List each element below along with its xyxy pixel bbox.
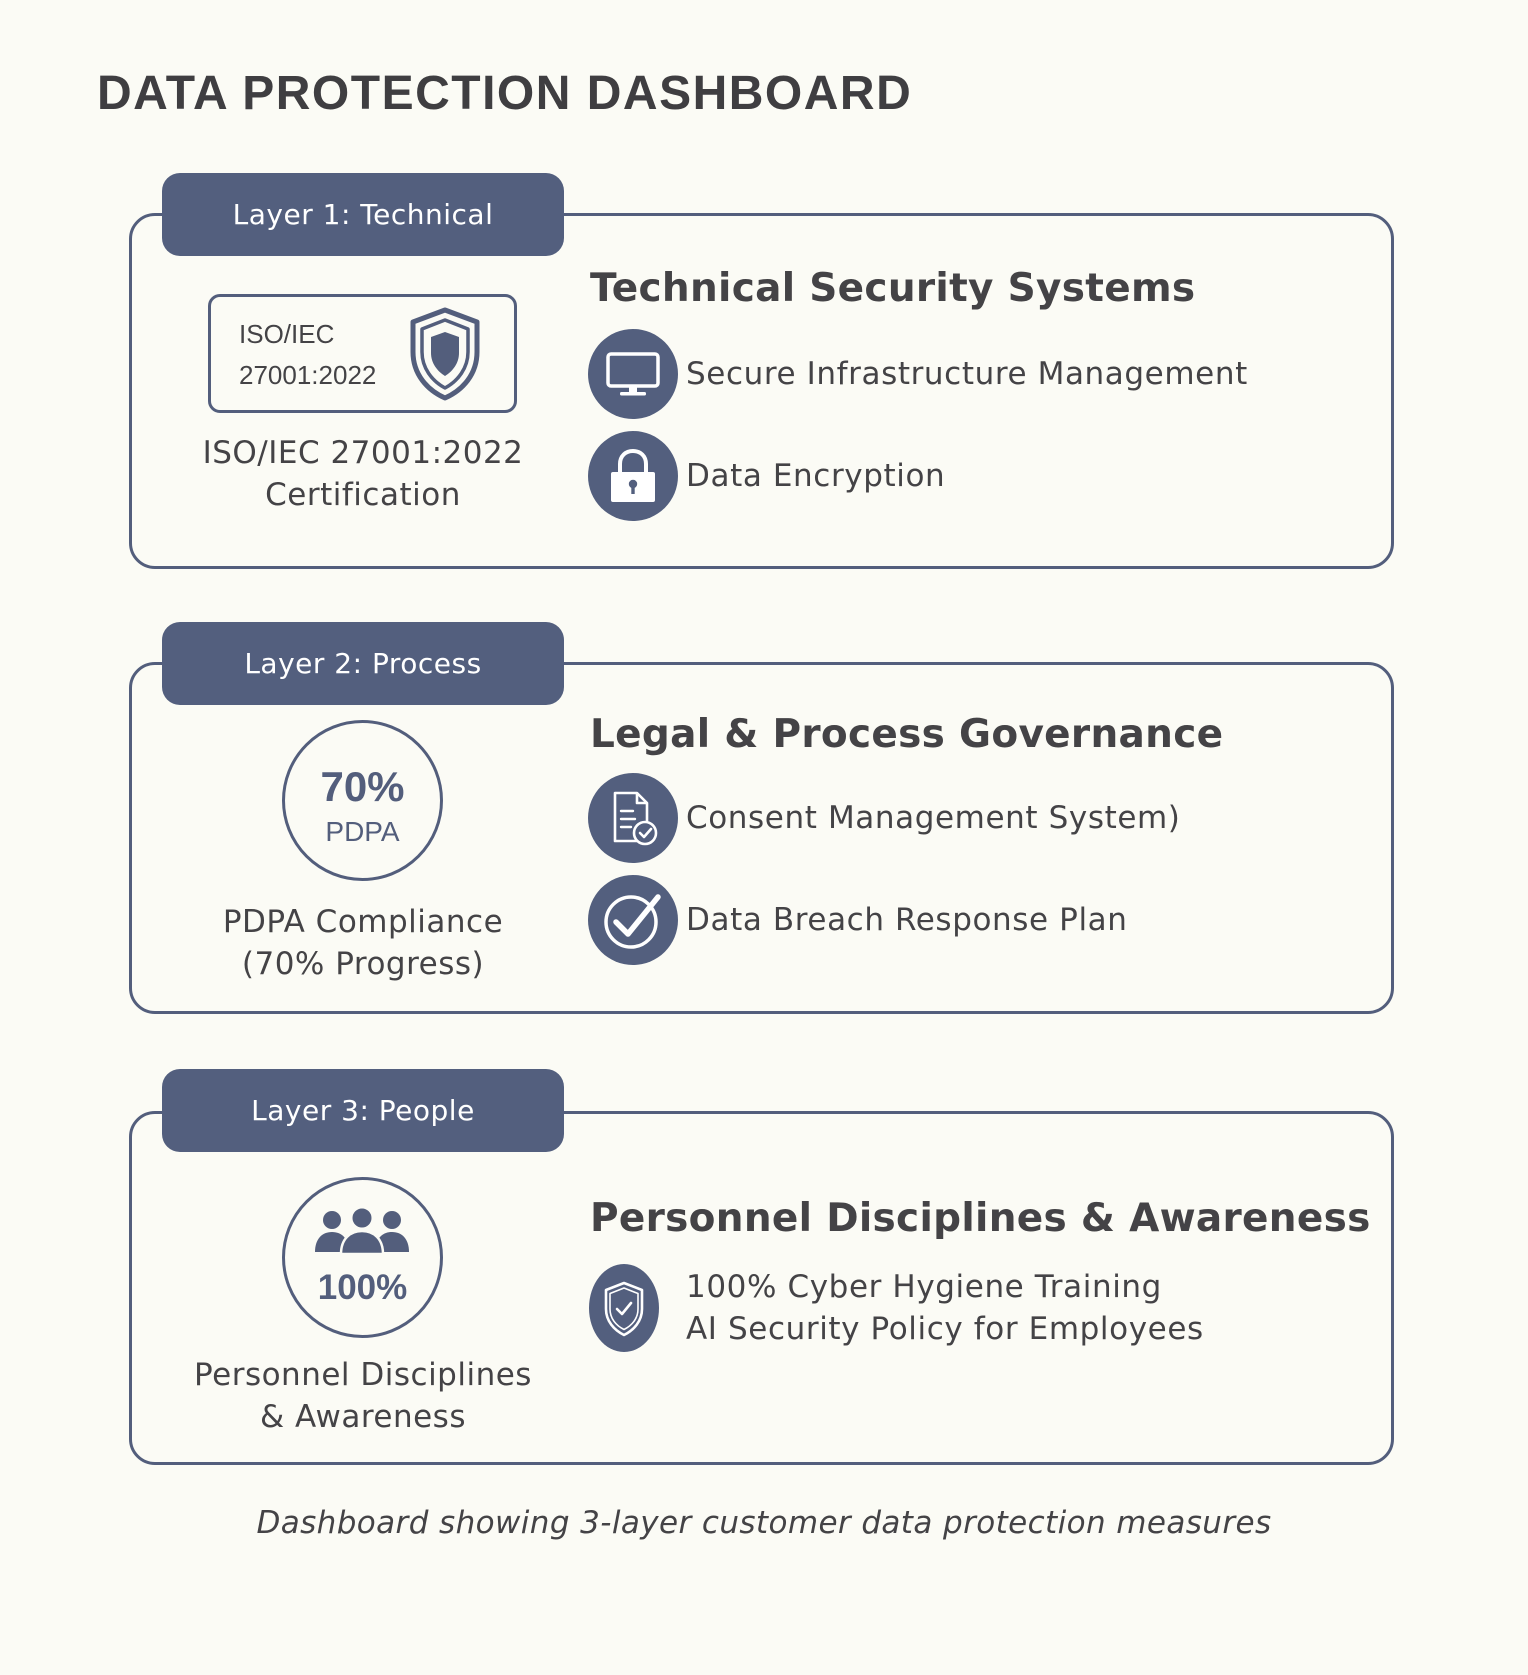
iso-caption-line1: ISO/IEC 27001:2022 xyxy=(202,435,524,471)
shield-check-icon xyxy=(589,1264,659,1352)
iso-certification-caption: ISO/IEC 27001:2022 Certification xyxy=(163,432,563,516)
section-heading-technical: Technical Security Systems xyxy=(590,266,1196,311)
training-policy-text: 100% Cyber Hygiene Training AI Security … xyxy=(686,1266,1204,1350)
lock-icon xyxy=(611,448,655,502)
feature-training-policy: 100% Cyber Hygiene Training AI Security … xyxy=(588,1263,1204,1353)
people-group-icon xyxy=(315,1208,409,1256)
pdpa-progress-label: PDPA xyxy=(325,816,400,847)
feature-icon-circle xyxy=(588,773,678,863)
iso-badge-line2: 27001:2022 xyxy=(239,360,377,390)
pdpa-caption-line1: PDPA Compliance xyxy=(222,904,504,940)
feature-label: Secure Infrastructure Management xyxy=(686,356,1248,392)
feature-label: Data Encryption xyxy=(686,458,946,494)
people-caption-line2: & Awareness xyxy=(260,1399,466,1435)
checkmark-circle-icon xyxy=(604,894,661,949)
layer-1-card xyxy=(129,213,1394,569)
layer-3-tab: Layer 3: People xyxy=(162,1069,564,1152)
monitor-icon xyxy=(606,352,660,396)
document-check-icon xyxy=(613,791,658,846)
feature-data-encryption: Data Encryption xyxy=(588,431,945,521)
feature-icon-circle xyxy=(588,875,678,965)
feature-icon-circle xyxy=(588,431,678,521)
people-caption-line1: Personnel Disciplines xyxy=(194,1357,532,1393)
iso-badge-line1: ISO/IEC xyxy=(239,319,335,349)
feature-secure-infrastructure: Secure Infrastructure Management xyxy=(588,329,1248,419)
section-heading-personnel: Personnel Disciplines & Awareness xyxy=(590,1196,1371,1241)
feature-label: Data Breach Response Plan xyxy=(686,902,1128,938)
layer-3-card xyxy=(129,1111,1394,1465)
feature-breach-response: Data Breach Response Plan xyxy=(588,875,1128,965)
figure-caption: Dashboard showing 3-layer customer data … xyxy=(256,1505,1272,1541)
pdpa-caption-line2: (70% Progress) xyxy=(241,946,485,982)
people-progress-value: 100% xyxy=(317,1268,408,1307)
feature-label: Consent Management System) xyxy=(686,800,1181,836)
layer-2-tab: Layer 2: Process xyxy=(162,622,564,705)
section-heading-legal-process: Legal & Process Governance xyxy=(590,712,1224,757)
feature-icon-circle xyxy=(588,329,678,419)
feature-label-ai-policy: AI Security Policy for Employees xyxy=(686,1311,1204,1347)
pdpa-progress-ring: 70% PDPA xyxy=(282,720,443,881)
people-progress-ring: 100% xyxy=(282,1177,443,1338)
page-title: DATA PROTECTION DASHBOARD xyxy=(97,67,913,120)
pdpa-caption: PDPA Compliance (70% Progress) xyxy=(163,901,563,985)
pdpa-progress-value: 70% xyxy=(320,763,405,810)
shield-icon xyxy=(410,307,480,401)
feature-consent-management: Consent Management System) xyxy=(588,773,1181,863)
people-caption: Personnel Disciplines & Awareness xyxy=(163,1354,563,1438)
feature-label-training: 100% Cyber Hygiene Training xyxy=(686,1269,1162,1305)
iso-certification-badge: ISO/IEC 27001:2022 xyxy=(208,294,517,413)
layer-2-card xyxy=(129,662,1394,1014)
layer-1-tab: Layer 1: Technical xyxy=(162,173,564,256)
iso-caption-line2: Certification xyxy=(265,477,461,513)
